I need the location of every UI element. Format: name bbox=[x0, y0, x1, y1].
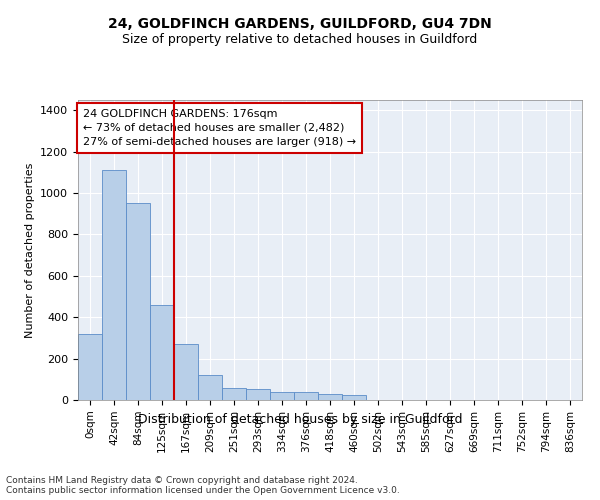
Text: 24, GOLDFINCH GARDENS, GUILDFORD, GU4 7DN: 24, GOLDFINCH GARDENS, GUILDFORD, GU4 7D… bbox=[108, 18, 492, 32]
Text: Contains HM Land Registry data © Crown copyright and database right 2024.
Contai: Contains HM Land Registry data © Crown c… bbox=[6, 476, 400, 495]
Bar bbox=[246, 388, 270, 400]
Y-axis label: Number of detached properties: Number of detached properties bbox=[25, 162, 35, 338]
Bar bbox=[222, 388, 246, 400]
Bar bbox=[102, 170, 126, 400]
Text: Distribution of detached houses by size in Guildford: Distribution of detached houses by size … bbox=[138, 412, 462, 426]
Bar bbox=[270, 392, 294, 400]
Bar bbox=[126, 204, 150, 400]
Bar bbox=[174, 344, 198, 400]
Bar bbox=[78, 334, 102, 400]
Bar bbox=[342, 395, 366, 400]
Bar bbox=[318, 394, 342, 400]
Bar bbox=[198, 375, 222, 400]
Text: Size of property relative to detached houses in Guildford: Size of property relative to detached ho… bbox=[122, 32, 478, 46]
Bar bbox=[150, 305, 174, 400]
Bar bbox=[294, 392, 318, 400]
Text: 24 GOLDFINCH GARDENS: 176sqm
← 73% of detached houses are smaller (2,482)
27% of: 24 GOLDFINCH GARDENS: 176sqm ← 73% of de… bbox=[83, 109, 356, 147]
